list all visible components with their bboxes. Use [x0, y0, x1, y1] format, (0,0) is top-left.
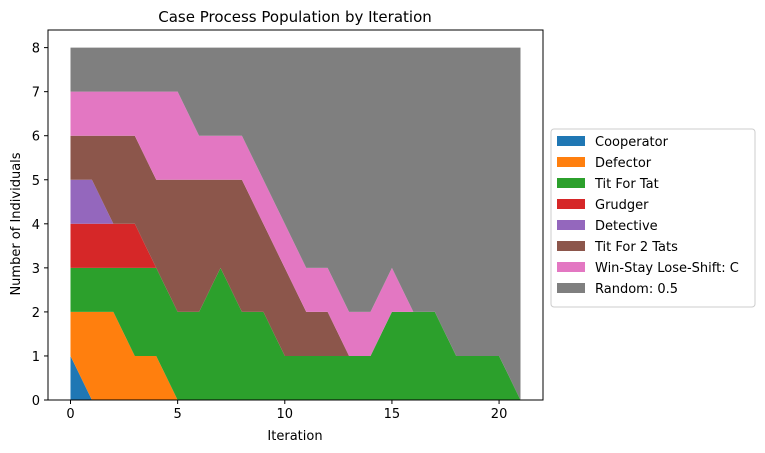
legend-label: Grudger [595, 198, 649, 213]
legend-label: Tit For 2 Tats [594, 240, 678, 255]
x-tick-label: 10 [277, 407, 294, 422]
legend-label: Cooperator [595, 135, 669, 150]
chart-title: Case Process Population by Iteration [158, 8, 432, 26]
y-tick-label: 8 [32, 42, 40, 57]
x-tick-label: 15 [384, 407, 401, 422]
area-series-3 [70, 223, 521, 400]
legend-swatch [557, 220, 585, 230]
legend-swatch [557, 283, 585, 293]
x-axis-ticks: 0 5 10 15 20 [66, 400, 507, 422]
y-tick-label: 5 [32, 174, 40, 189]
area-series-7 [70, 47, 521, 400]
legend-swatch [557, 241, 585, 251]
plot-areas [70, 47, 521, 401]
legend-label: Random: 0.5 [595, 282, 678, 297]
legend-swatch [557, 262, 585, 272]
y-tick-label: 4 [32, 218, 40, 233]
legend-label: Win-Stay Lose-Shift: C [595, 261, 739, 276]
y-tick-label: 7 [32, 86, 40, 101]
area-series-1 [70, 311, 521, 400]
legend-box [550, 128, 756, 308]
legend-swatch [557, 199, 585, 209]
x-tick-label: 20 [491, 407, 508, 422]
y-tick-label: 3 [32, 262, 40, 277]
legend-label: Tit For Tat [594, 177, 659, 192]
legend-swatch [557, 136, 585, 146]
legend-label: Defector [595, 156, 652, 171]
y-tick-label: 2 [32, 306, 40, 321]
y-axis-ticks: 0 1 2 3 4 5 6 7 8 [32, 42, 48, 409]
y-tick-label: 1 [32, 350, 40, 365]
y-tick-label: 6 [32, 130, 40, 145]
legend: Cooperator Defector Tit For Tat Grudger Dete… [550, 128, 756, 308]
legend-swatch [557, 178, 585, 188]
area-series-2 [70, 267, 521, 400]
y-axis-label: Number of Individuals [9, 152, 24, 295]
x-axis-label: Iteration [267, 429, 322, 444]
legend-label: Detective [595, 219, 658, 234]
legend-swatch [557, 157, 585, 167]
plot-frame [47, 29, 544, 401]
x-tick-label: 5 [174, 407, 182, 422]
x-tick-label: 0 [66, 407, 74, 422]
area-series-5 [70, 135, 521, 400]
area-series-6 [70, 91, 521, 401]
y-tick-label: 0 [32, 394, 40, 409]
